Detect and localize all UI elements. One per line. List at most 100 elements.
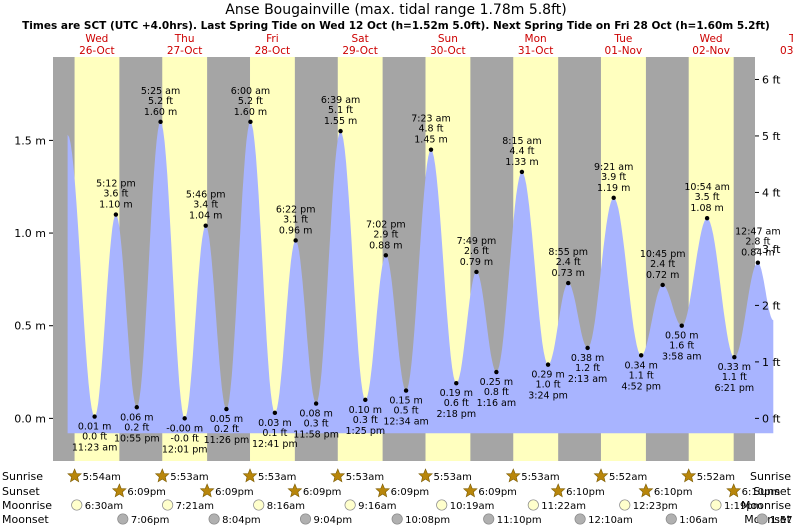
day-name-label: Tue — [613, 33, 632, 45]
day-date-label: 30-Oct — [430, 45, 466, 57]
tide-feet-label: 0.5 ft — [394, 406, 419, 417]
day-name-label: Wed — [85, 33, 108, 45]
tide-feet-label: 0.3 ft — [353, 415, 378, 426]
row-label-left-moonrise: Moonrise — [2, 499, 52, 512]
sunrise-time-label: 5:53am — [521, 472, 559, 483]
tide-time-label: 12:01 pm — [162, 444, 208, 455]
tide-metre-label: 0.01 m — [78, 422, 111, 433]
moonset-icon — [574, 513, 586, 525]
tide-point — [92, 414, 97, 419]
tide-point — [338, 128, 343, 134]
sunrise-icon — [242, 468, 258, 483]
tide-time-label: 10:45 pm — [640, 249, 686, 260]
y-left-tick-label: 1.5 m — [14, 134, 46, 147]
tide-point — [313, 401, 319, 406]
moonset-icon — [756, 513, 768, 525]
tide-point — [403, 388, 409, 393]
tide-time-label: 2:13 am — [568, 374, 607, 385]
day-headers: Wed26-OctThu27-OctFri28-OctSat29-OctSun3… — [79, 33, 793, 57]
tide-time-label: 1:16 am — [477, 398, 516, 409]
tide-point — [519, 169, 525, 175]
sunset-time-label: 6:09pm — [391, 487, 430, 498]
moonrise-time-label: 9:16am — [358, 501, 396, 512]
chart-subtitle: Times are SCT (UTC +4.0hrs). Last Spring… — [22, 20, 770, 32]
tide-feet-label: 1.6 ft — [669, 341, 694, 352]
tide-feet-label: 5.1 ft — [328, 105, 353, 116]
moonset-time-label: 10:08pm — [405, 515, 450, 525]
moonrise-icon — [344, 499, 356, 511]
tide-feet-label: 0.2 ft — [124, 422, 149, 433]
tide-metre-label: 1.60 m — [234, 107, 267, 118]
tide-time-label: 12:41 pm — [252, 439, 298, 450]
moonset-time-label: 1:06am — [679, 515, 717, 525]
tide-feet-label: 4.4 ft — [509, 146, 534, 157]
tide-feet-label: 3.1 ft — [283, 214, 308, 225]
moonrise-icon — [162, 499, 174, 511]
tide-feet-label: 4.8 ft — [418, 124, 443, 135]
chart-title: Anse Bougainville (max. tidal range 1.78… — [225, 2, 566, 18]
sunrise-time-label: 5:53am — [258, 472, 296, 483]
moonset-icon — [665, 513, 677, 525]
tide-feet-label: 3.6 ft — [103, 189, 128, 200]
sunset-icon — [287, 483, 303, 498]
sunset-time-label: 6:10pm — [742, 487, 781, 498]
row-label-left-moonset: Moonset — [2, 513, 49, 525]
tide-feet-label: 5.2 ft — [148, 96, 173, 107]
moonrise-icon — [527, 499, 539, 511]
tide-metre-label: 1.60 m — [144, 107, 177, 118]
tide-feet-label: 2.4 ft — [556, 257, 581, 268]
tide-metre-label: 0.08 m — [299, 409, 332, 420]
moonrise-time-label: 10:19am — [450, 501, 495, 512]
moonset-icon — [208, 513, 220, 525]
moonset-icon — [117, 513, 129, 525]
tide-feet-label: 1.1 ft — [629, 370, 654, 381]
tide-point — [679, 323, 684, 328]
tide-feet-label: 3.4 ft — [193, 200, 218, 211]
tide-point — [545, 362, 551, 367]
sunrise-time-label: 5:53am — [170, 472, 208, 483]
tide-feet-label: 2.8 ft — [745, 237, 770, 248]
tide-time-label: 8:15 am — [502, 136, 541, 147]
day-date-label: 29-Oct — [342, 45, 378, 57]
tide-point — [585, 345, 590, 351]
moonset-icon — [299, 513, 312, 525]
tide-metre-label: 0.96 m — [279, 225, 312, 236]
sunrise-icon — [154, 468, 170, 483]
sunset-icon — [726, 483, 742, 498]
tide-time-label: 3:24 pm — [528, 391, 568, 402]
tide-feet-label: 0.1 ft — [262, 428, 287, 439]
moonrise-icon — [436, 499, 448, 511]
tide-point — [732, 355, 737, 360]
tide-metre-label: 0.88 m — [369, 240, 402, 251]
tide-point — [224, 406, 229, 412]
sunrise-time-label: 5:52am — [697, 472, 735, 483]
sunrise-time-label: 5:53am — [346, 472, 384, 483]
moonrise-icon — [71, 499, 83, 511]
y-right-tick-label: 0 ft — [762, 412, 781, 425]
moonset-icon — [483, 513, 495, 525]
moonrise-icon — [253, 499, 265, 511]
tide-point — [134, 405, 139, 410]
tide-feet-label: 0.2 ft — [214, 424, 239, 435]
moonrise-icon — [619, 499, 631, 511]
tide-metre-label: 0.25 m — [480, 377, 513, 388]
row-label-right-sunset: Sunset — [753, 485, 791, 498]
sunset-icon — [550, 483, 566, 498]
day-name-label: Thu — [174, 33, 195, 45]
y-right-tick-label: 4 ft — [762, 186, 781, 199]
sunset-time-label: 6:09pm — [303, 487, 342, 498]
tide-time-label: 7:23 am — [411, 114, 450, 125]
tide-time-label: 4:52 pm — [621, 381, 661, 392]
tide-time-label: 5:12 pm — [96, 179, 136, 190]
moonset-time-label: 1:57am — [770, 515, 793, 525]
sunset-icon — [375, 483, 391, 498]
sunset-icon — [111, 483, 127, 498]
moonrise-time-label: 12:23pm — [633, 501, 678, 512]
tide-time-label: 5:46 pm — [186, 190, 226, 201]
y-right-tick-label: 2 ft — [762, 299, 781, 312]
tide-feet-label: 3.5 ft — [695, 192, 720, 203]
moonset-time-label: 11:10pm — [497, 515, 542, 525]
tide-time-label: 6:39 am — [321, 95, 360, 106]
